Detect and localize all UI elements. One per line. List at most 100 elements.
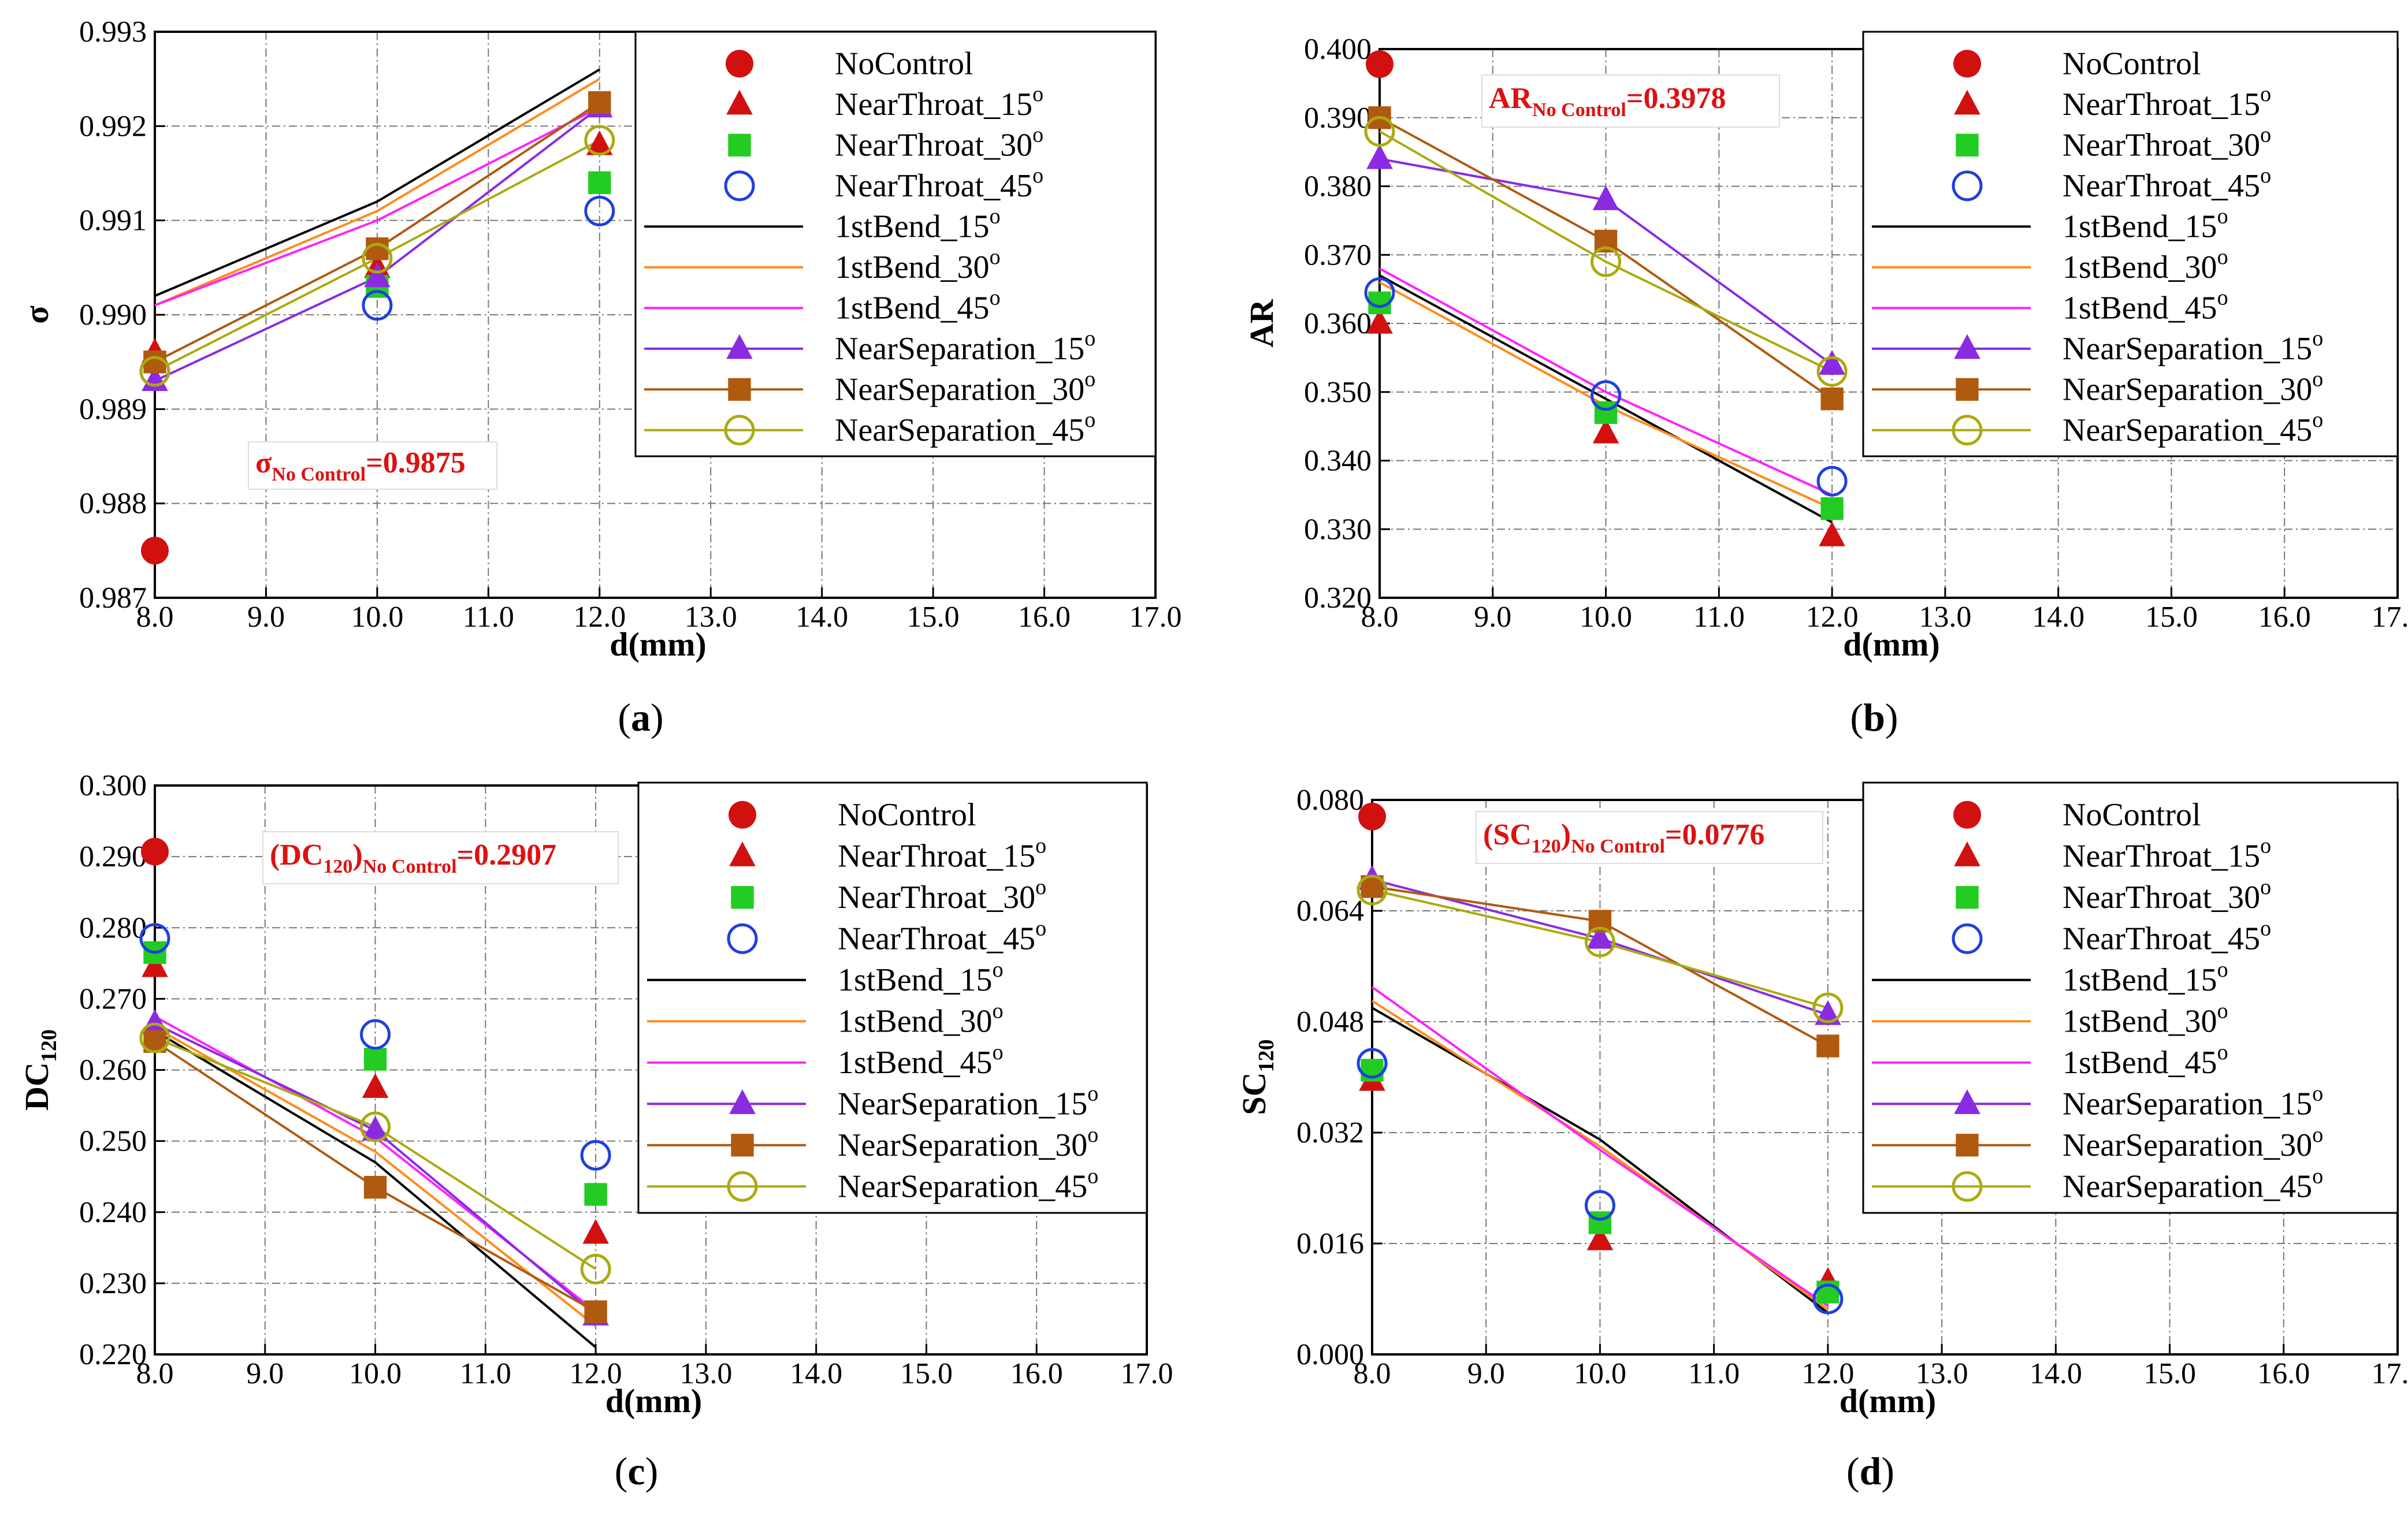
x-tick-label: 12.0	[570, 1357, 622, 1390]
y-tick-label: 0.320	[1304, 582, 1372, 615]
legend-marker-NearSeparation_45	[727, 1171, 758, 1202]
y-tick-label: 0.250	[79, 1125, 147, 1158]
legend-marker-NoControl	[729, 801, 756, 829]
legend-marker-NearSeparation_15	[729, 1089, 756, 1114]
legend-marker-NearThroat_15	[1954, 90, 1980, 115]
legend-label-1stBend_45: 1stBend_45o	[838, 1040, 1004, 1081]
data-point-NearSeparation_45	[1812, 992, 1844, 1023]
data-point-NearThroat_15	[1586, 1225, 1614, 1250]
series-line-1stBend_45	[1371, 986, 1829, 1307]
legend-label-1stBend_15: 1stBend_15o	[835, 204, 1001, 244]
data-point-NoControl	[141, 537, 169, 565]
x-tick-label: 8.0	[1361, 601, 1399, 634]
legend-marker-NearSeparation_15	[1954, 334, 1980, 359]
data-point-NearSeparation_15	[1819, 350, 1845, 375]
legend-marker-NearThroat_15	[729, 842, 756, 866]
x-tick-label: 17.0	[2372, 1357, 2408, 1390]
legend-marker-NearSeparation_30	[1956, 1134, 1979, 1157]
legend-marker-NearThroat_30	[1956, 133, 1979, 157]
legend-marker-NearSeparation_30	[728, 378, 751, 401]
annotation-text: (DC120)No Control=0.2907	[270, 839, 556, 877]
series-line-1stBend_15	[154, 68, 600, 297]
x-tick-label: 14.0	[790, 1357, 842, 1390]
data-point-NearThroat_30	[588, 171, 611, 195]
x-tick-label: 13.0	[685, 601, 737, 634]
x-tick-label: 11.0	[1688, 1357, 1740, 1390]
y-tick-label: 0.048	[1296, 1006, 1364, 1038]
legend: NoControlNearThroat_15oNearThroat_30oNea…	[634, 31, 1157, 457]
legend-label-NearSeparation_45: NearSeparation_45o	[835, 408, 1095, 448]
legend-marker-NearThroat_45	[727, 923, 758, 954]
legend-label-NearSeparation_15: NearSeparation_15o	[838, 1081, 1098, 1122]
x-tick-label: 11.0	[1693, 601, 1745, 634]
legend-label-1stBend_30: 1stBend_30o	[838, 999, 1004, 1039]
x-tick-label: 9.0	[247, 601, 285, 634]
x-tick-label: 11.0	[460, 1357, 511, 1390]
y-tick-label: 0.992	[79, 110, 147, 143]
x-tick-label: 10.0	[351, 601, 403, 634]
data-point-NearThroat_45	[1816, 466, 1848, 497]
legend-label-NoControl: NoControl	[838, 797, 976, 833]
data-point-NearThroat_15	[1592, 418, 1619, 444]
no-control-annotation: σNo Control=0.9875	[248, 441, 497, 490]
x-tick-label: 15.0	[2143, 1357, 2196, 1390]
legend-label-NearThroat_15: NearThroat_15o	[835, 82, 1043, 122]
legend-label-NearThroat_30: NearThroat_30o	[2063, 875, 2271, 915]
data-point-NearSeparation_30	[143, 350, 166, 374]
series-line-1stBend_15	[154, 1030, 597, 1349]
y-tick-label: 0.390	[1304, 102, 1372, 135]
x-tick-label: 9.0	[1474, 601, 1511, 634]
x-tick-label: 15.0	[900, 1357, 953, 1390]
annotation-text: (SC120)No Control=0.0776	[1483, 818, 1765, 857]
y-axis-title: SC120	[1235, 1039, 1279, 1115]
legend-label-NearSeparation_45: NearSeparation_45o	[838, 1164, 1098, 1204]
x-tick-label: 17.0	[2372, 601, 2408, 634]
legend-marker-NearSeparation_45	[1952, 1171, 1983, 1202]
legend-label-NearSeparation_30: NearSeparation_30o	[835, 367, 1095, 407]
y-tick-label: 0.290	[79, 840, 147, 873]
y-tick-label: 0.987	[79, 582, 147, 615]
legend-label-1stBend_15: 1stBend_15o	[838, 958, 1004, 998]
panel-caption: (c)	[615, 1449, 659, 1493]
data-point-NearSeparation_45	[1357, 874, 1388, 906]
legend: NoControlNearThroat_15oNearThroat_30oNea…	[1862, 31, 2399, 457]
y-tick-label: 0.330	[1304, 513, 1372, 546]
data-point-NearSeparation_15	[1586, 924, 1614, 949]
legend: NoControlNearThroat_15oNearThroat_30oNea…	[637, 781, 1148, 1214]
data-point-NearThroat_30	[1820, 497, 1844, 520]
data-point-NoControl	[1366, 50, 1393, 79]
data-point-NearSeparation_30	[366, 237, 389, 260]
data-point-NearSeparation_45	[1591, 246, 1622, 277]
legend-label-NearSeparation_15: NearSeparation_15o	[835, 326, 1095, 367]
y-tick-label: 0.350	[1304, 376, 1372, 409]
data-point-NoControl	[1358, 802, 1386, 831]
legend-label-NearSeparation_45: NearSeparation_45o	[2063, 1164, 2323, 1204]
y-tick-label: 0.260	[79, 1054, 147, 1087]
y-tick-label: 0.000	[1296, 1338, 1364, 1371]
y-tick-label: 0.240	[79, 1196, 147, 1229]
y-tick-label: 0.340	[1304, 445, 1372, 478]
annotation-box	[248, 441, 497, 490]
legend-label-NoControl: NoControl	[2063, 797, 2201, 833]
y-tick-label: 0.380	[1304, 170, 1372, 203]
x-axis-title: d(mm)	[1843, 626, 1940, 663]
y-tick-label: 0.988	[79, 487, 147, 520]
legend-label-NearThroat_15: NearThroat_15o	[2063, 82, 2271, 122]
data-point-NearSeparation_45	[139, 1022, 170, 1053]
legend-marker-NearThroat_30	[1956, 886, 1979, 909]
data-point-NearThroat_45	[360, 1019, 391, 1050]
data-point-NearSeparation_30	[1820, 387, 1844, 411]
y-tick-label: 0.230	[79, 1267, 147, 1300]
x-tick-label: 14.0	[796, 601, 848, 634]
legend-marker-NearSeparation_30	[1956, 378, 1979, 401]
x-tick-label: 12.0	[573, 601, 626, 634]
data-point-NearSeparation_30	[584, 1300, 607, 1323]
legend-marker-NearThroat_45	[724, 170, 755, 202]
data-point-NearSeparation_30	[363, 1175, 387, 1199]
legend-label-1stBend_30: 1stBend_30o	[2063, 245, 2228, 285]
data-point-NearThroat_45	[584, 195, 615, 226]
legend-label-NoControl: NoControl	[2063, 46, 2201, 81]
annotation-box	[262, 831, 619, 884]
chart-panel-c: 8.0 9.0 10.0 11.0 12.0 13.0 14.0 15.0 16.0 17.0 0.…	[18, 769, 1173, 1493]
annotation-text: σNo Control=0.9875	[255, 446, 466, 485]
